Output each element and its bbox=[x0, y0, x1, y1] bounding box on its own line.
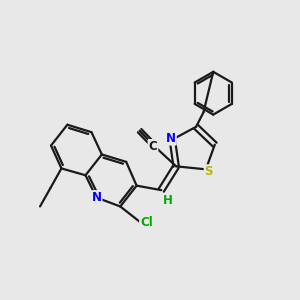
Text: N: N bbox=[166, 132, 176, 145]
Text: N: N bbox=[92, 191, 101, 204]
Text: H: H bbox=[163, 194, 173, 207]
Text: Cl: Cl bbox=[140, 216, 153, 229]
Text: S: S bbox=[205, 165, 213, 178]
Text: C: C bbox=[148, 140, 157, 153]
